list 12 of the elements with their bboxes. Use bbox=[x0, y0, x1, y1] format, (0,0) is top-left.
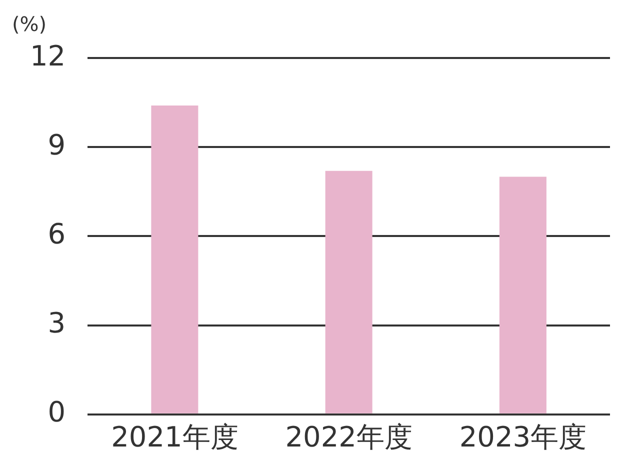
y-tick-label: 0 bbox=[48, 396, 66, 429]
bar bbox=[151, 106, 198, 414]
y-tick-label: 12 bbox=[30, 39, 66, 72]
bar bbox=[325, 170, 372, 414]
x-tick-label: 2023年度 bbox=[459, 420, 587, 454]
bar bbox=[499, 176, 546, 414]
y-tick-label: 3 bbox=[48, 306, 66, 340]
x-tick-label: 2021年度 bbox=[111, 420, 238, 454]
y-axis-title: (%) bbox=[12, 12, 47, 36]
x-tick-label: 2022年度 bbox=[285, 420, 412, 454]
y-tick-label: 6 bbox=[48, 217, 66, 250]
y-tick-label: 9 bbox=[48, 128, 66, 162]
